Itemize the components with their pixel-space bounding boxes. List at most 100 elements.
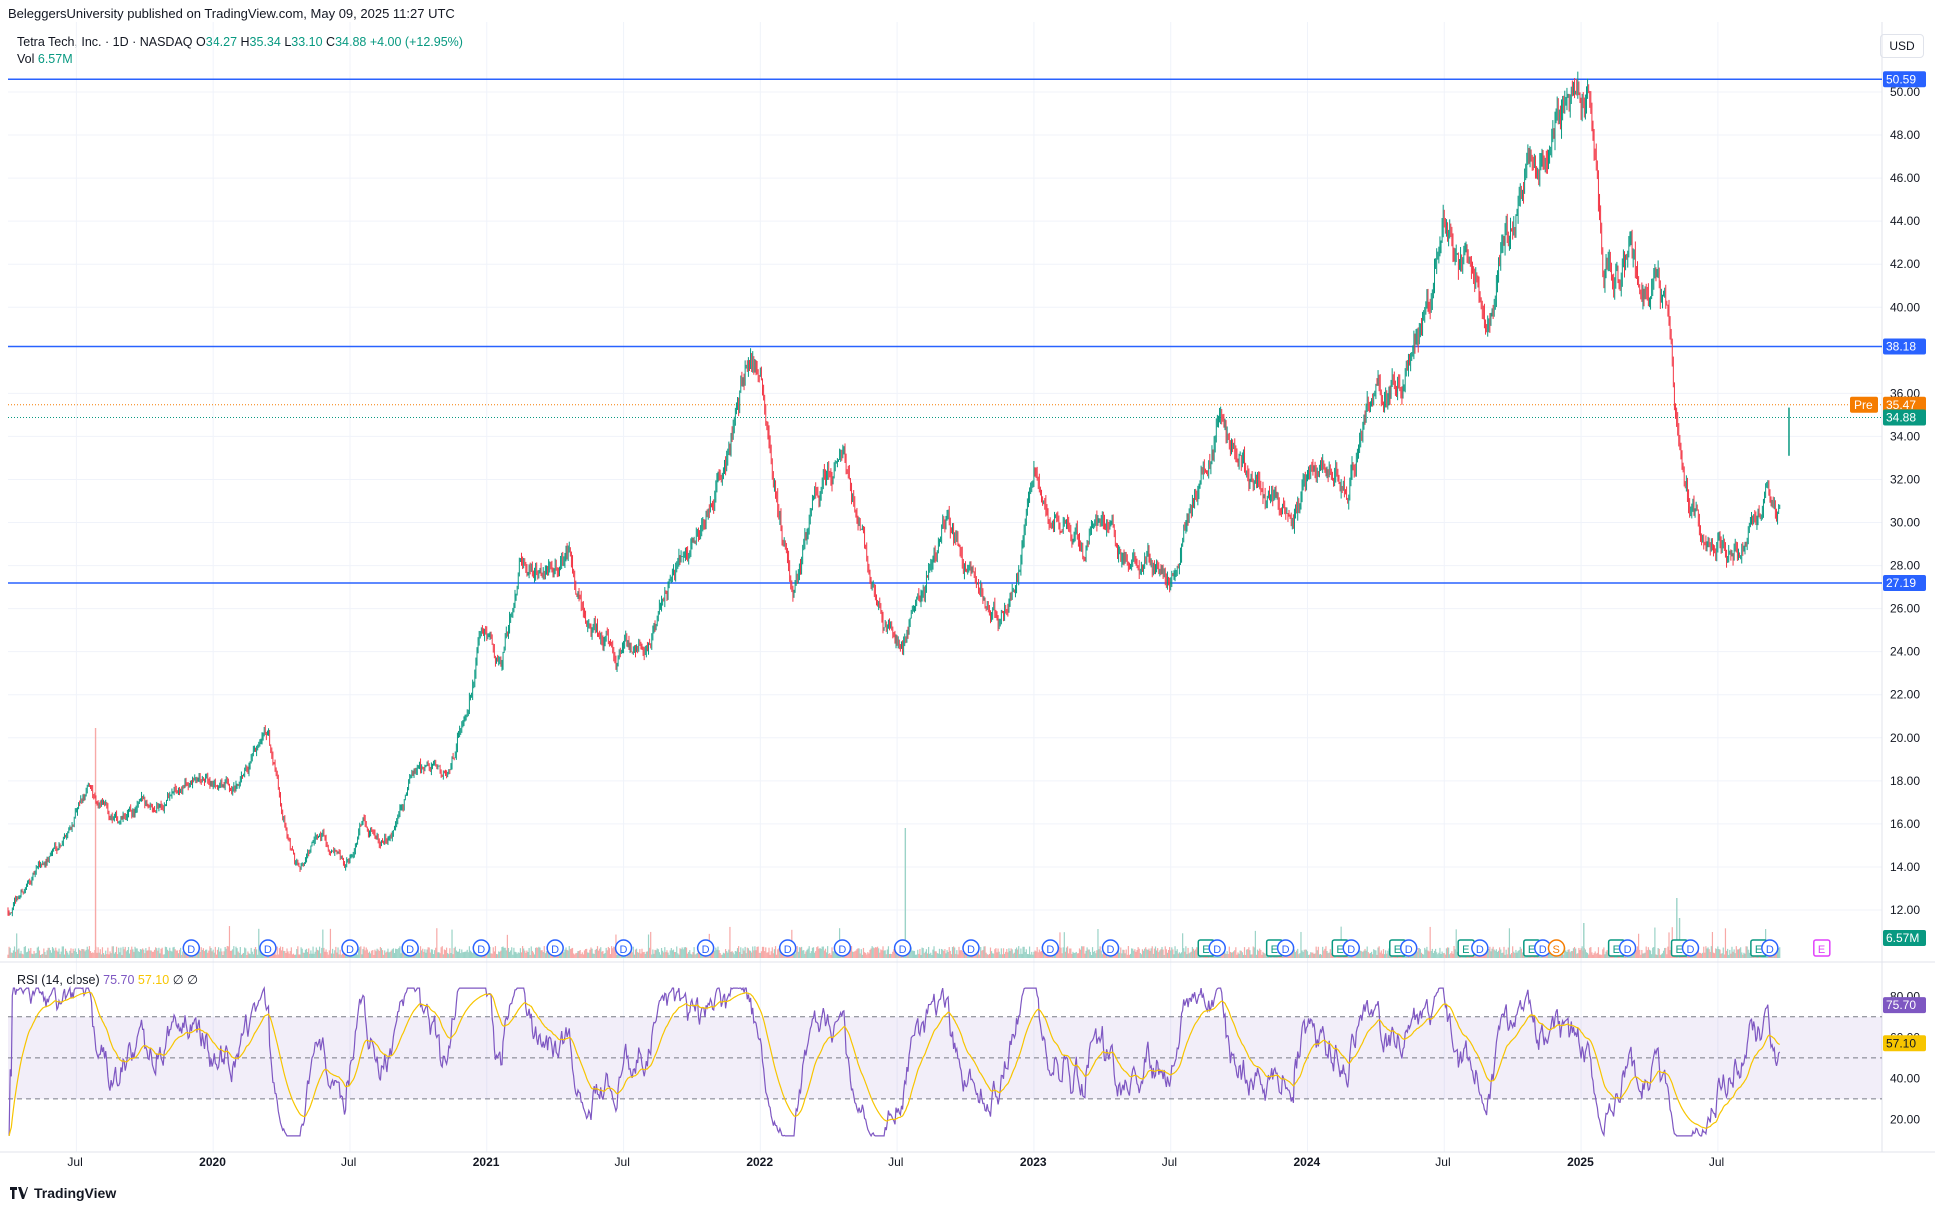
volume-bar: [1743, 952, 1745, 958]
event-marker-D: [1471, 939, 1489, 957]
volume-bar: [521, 946, 524, 958]
volume-bar: [646, 951, 649, 958]
volume-bar: [853, 951, 855, 958]
volume-bar: [1258, 950, 1260, 958]
volume-bar: [820, 948, 822, 958]
event-marker-D: [614, 939, 633, 957]
volume-bar: [566, 949, 568, 958]
volume-bar: [134, 946, 136, 958]
volume-bar: [153, 949, 156, 958]
volume-bar: [173, 946, 175, 958]
volume-bar: [918, 953, 920, 958]
volume-bar: [1041, 950, 1044, 958]
volume-bar: [959, 950, 961, 958]
volume-bar: [1720, 953, 1722, 958]
volume-bar: [362, 949, 364, 958]
volume-bar: [761, 946, 764, 958]
volume-bar: [21, 953, 23, 958]
volume-label: Vol: [17, 52, 35, 66]
rsi-extra-2: ∅: [187, 973, 198, 987]
volume-bar: [806, 949, 808, 958]
volume-bar: [119, 952, 121, 958]
volume-bar: [830, 954, 832, 958]
volume-bar: [757, 946, 759, 958]
volume-bar: [943, 950, 945, 958]
volume-bar: [796, 946, 798, 958]
volume-bar: [1126, 954, 1128, 958]
volume-bar: [1704, 952, 1706, 958]
volume-bar: [227, 946, 229, 958]
volume-bar: [989, 947, 992, 958]
price-tick-label: 46.00: [1890, 171, 1920, 185]
volume-bar: [526, 950, 528, 958]
rsi-legend: RSI (14, close) 75.70 57.10 ∅ ∅: [17, 972, 198, 987]
volume-bar: [460, 953, 462, 958]
volume-bar: [1186, 954, 1188, 958]
volume-bar: [995, 948, 997, 958]
volume-bar: [631, 952, 633, 958]
volume-bar: [1324, 948, 1326, 958]
volume-bar: [1147, 949, 1149, 958]
volume-bar: [1131, 948, 1133, 958]
volume-bar: [1593, 953, 1595, 958]
level-label-bg: [1883, 575, 1926, 592]
volume-bar: [1247, 949, 1249, 958]
volume-bar: [952, 946, 955, 958]
symbol-title[interactable]: Tetra Tech, Inc. · 1D · NASDAQ: [17, 35, 193, 49]
volume-bar: [1375, 950, 1377, 958]
volume-bar: [764, 951, 766, 958]
volume-bar: [986, 954, 988, 958]
volume-bar: [1179, 953, 1182, 958]
volume-bar: [1242, 954, 1245, 958]
volume-bar: [1507, 947, 1509, 958]
volume-bar: [1717, 946, 1719, 958]
volume-bar: [1713, 953, 1716, 958]
volume-bar: [71, 953, 73, 958]
volume-bar: [767, 952, 769, 958]
volume-bar: [714, 950, 716, 958]
volume-bar: [1040, 950, 1043, 958]
volume-bar: [35, 953, 37, 958]
volume-bar: [985, 952, 987, 958]
volume-bar: [879, 952, 881, 958]
volume-bar: [200, 947, 202, 958]
volume-bar: [1235, 947, 1237, 958]
volume-bar: [664, 947, 666, 958]
volume-bar: [1173, 954, 1175, 958]
volume-bar: [1711, 931, 1714, 958]
volume-bar: [1591, 952, 1593, 958]
volume-bar: [689, 950, 691, 958]
price-tick-label: 32.00: [1890, 472, 1920, 486]
volume-bar: [983, 946, 985, 958]
volume-bar: [803, 950, 805, 958]
volume-bar: [1747, 949, 1749, 958]
volume-bar: [1176, 949, 1178, 958]
volume-bar: [681, 947, 683, 958]
volume-bar: [740, 947, 742, 958]
volume-bar: [142, 948, 144, 958]
volume-bar: [1573, 946, 1576, 958]
volume-bar: [667, 952, 669, 958]
volume-bar: [576, 952, 578, 958]
volume-bar: [1300, 931, 1302, 958]
volume-bar: [1427, 950, 1429, 958]
volume-bar: [1733, 949, 1735, 958]
volume-bar: [865, 952, 867, 958]
close-value: 34.88: [335, 35, 367, 49]
volume-bar: [366, 949, 368, 958]
volume-bar: [1033, 951, 1035, 958]
volume-bar: [1451, 951, 1453, 958]
candles: [7, 71, 1790, 917]
volume-bar: [1434, 948, 1437, 958]
rsi-label[interactable]: RSI (14, close): [17, 973, 100, 987]
volume-bar: [284, 951, 286, 958]
volume-bar: [563, 952, 565, 958]
volume-bar: [10, 952, 12, 958]
volume-bar: [633, 954, 636, 958]
volume-bar: [1377, 947, 1379, 958]
volume-bar: [686, 953, 689, 958]
currency-button[interactable]: USD: [1880, 34, 1924, 58]
volume-bar: [808, 946, 810, 958]
volume-bar: [724, 949, 727, 958]
